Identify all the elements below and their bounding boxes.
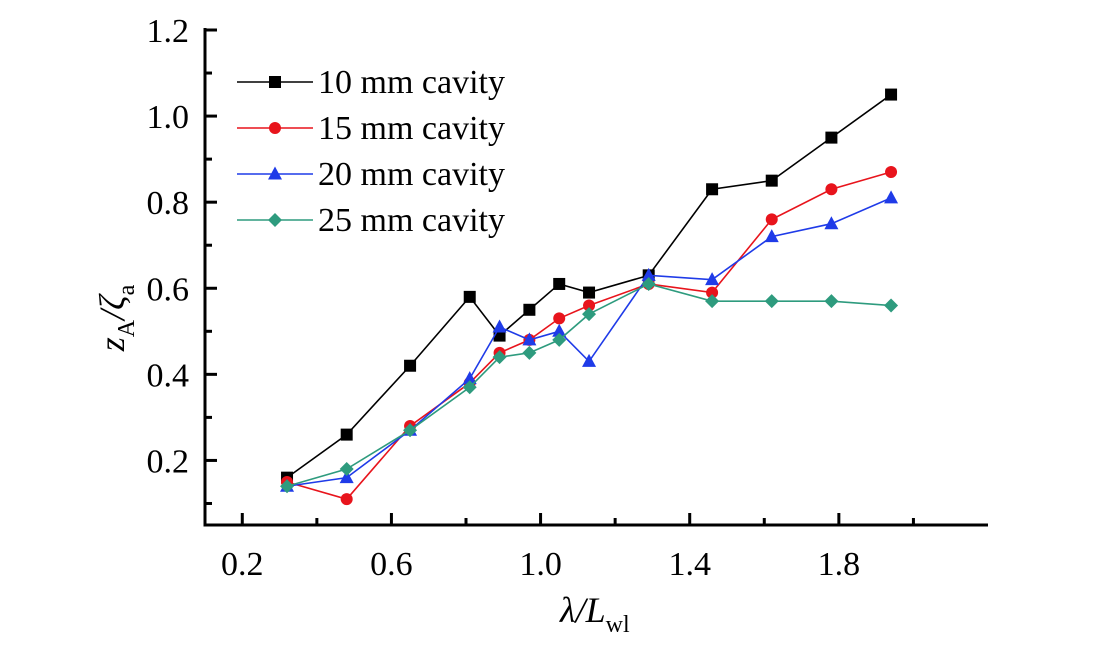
x-tick-label: 1.4 bbox=[668, 546, 711, 583]
x-axis-title-sub: wl bbox=[606, 612, 630, 638]
legend-label: 25 mm cavity bbox=[318, 202, 505, 239]
data-point bbox=[583, 299, 596, 312]
data-point bbox=[706, 183, 719, 196]
data-point bbox=[552, 332, 567, 347]
series-line bbox=[286, 93, 892, 479]
y-tick-label: 0.2 bbox=[147, 443, 190, 480]
x-axis-title-main: λ/L bbox=[559, 590, 606, 630]
data-point bbox=[885, 88, 898, 101]
series-layer bbox=[280, 88, 899, 506]
legend-item: 20 mm cavity bbox=[237, 156, 505, 193]
data-point bbox=[492, 319, 507, 333]
data-point bbox=[403, 423, 418, 438]
data-point bbox=[492, 350, 507, 365]
data-point bbox=[582, 353, 597, 367]
legend-label: 20 mm cavity bbox=[318, 156, 505, 193]
y-tick-label: 0.4 bbox=[147, 357, 190, 394]
y-axis-title: zA/ζa bbox=[92, 284, 140, 352]
data-point bbox=[705, 294, 720, 309]
legend: 10 mm cavity 15 mm cavity 20 mm cavity 25 m… bbox=[237, 64, 505, 239]
data-point bbox=[764, 229, 779, 243]
data-point bbox=[641, 267, 656, 281]
x-ticks: 0.2 0.6 1.0 1.4 1.8 bbox=[221, 513, 915, 583]
data-point bbox=[280, 479, 295, 494]
data-point bbox=[583, 286, 596, 299]
y-tick-label: 0.6 bbox=[147, 271, 190, 308]
data-point bbox=[884, 190, 899, 204]
data-point bbox=[522, 345, 537, 360]
data-point bbox=[884, 298, 899, 313]
legend-marker bbox=[269, 122, 281, 134]
series-line bbox=[286, 197, 892, 488]
y-axis-title-main2: /ζ bbox=[92, 293, 132, 322]
legend-item: 15 mm cavity bbox=[237, 110, 505, 147]
data-point bbox=[552, 323, 567, 337]
legend-item: 25 mm cavity bbox=[237, 202, 505, 239]
data-point bbox=[340, 493, 353, 506]
y-tick-label: 0.8 bbox=[147, 185, 190, 222]
data-point bbox=[765, 213, 778, 226]
data-point bbox=[825, 131, 838, 144]
data-point bbox=[706, 286, 719, 299]
x-tick-label: 0.6 bbox=[370, 546, 413, 583]
data-point bbox=[404, 359, 417, 372]
data-point bbox=[705, 272, 720, 286]
x-axis-title: λ/Lwl bbox=[559, 590, 630, 638]
data-point bbox=[885, 166, 898, 179]
data-point bbox=[824, 216, 839, 230]
legend-marker bbox=[268, 166, 282, 180]
y-ticks: 0.2 0.4 0.6 0.8 1.0 1.2 bbox=[147, 13, 217, 505]
y-axis-title-sub1: A bbox=[114, 319, 140, 337]
x-tick-label: 1.8 bbox=[818, 546, 861, 583]
data-point bbox=[463, 290, 476, 303]
data-point bbox=[553, 312, 566, 325]
data-point bbox=[553, 277, 566, 290]
axes bbox=[203, 28, 988, 527]
data-point bbox=[523, 303, 536, 316]
data-point bbox=[825, 183, 838, 196]
data-point bbox=[764, 294, 779, 309]
x-tick-label: 1.0 bbox=[519, 546, 562, 583]
y-axis-title-sub2: a bbox=[114, 284, 140, 295]
data-point bbox=[824, 294, 839, 309]
data-point bbox=[462, 371, 477, 385]
legend-marker bbox=[268, 213, 282, 227]
data-point bbox=[339, 470, 354, 484]
legend-item: 10 mm cavity bbox=[237, 64, 505, 101]
y-tick-label: 1.2 bbox=[147, 13, 190, 50]
data-point bbox=[765, 174, 778, 187]
legend-label: 10 mm cavity bbox=[318, 64, 505, 101]
legend-label: 15 mm cavity bbox=[318, 110, 505, 147]
series-1 bbox=[281, 88, 898, 484]
series-4 bbox=[280, 276, 899, 494]
y-tick-label: 1.0 bbox=[147, 99, 190, 136]
data-point bbox=[340, 428, 353, 441]
x-tick-label: 0.2 bbox=[221, 546, 264, 583]
data-point bbox=[582, 307, 597, 322]
y-axis-title-main1: z bbox=[92, 337, 132, 352]
legend-marker bbox=[269, 76, 281, 88]
data-point bbox=[462, 380, 477, 395]
data-point bbox=[339, 462, 354, 477]
data-point bbox=[641, 276, 656, 291]
data-point bbox=[522, 332, 537, 346]
